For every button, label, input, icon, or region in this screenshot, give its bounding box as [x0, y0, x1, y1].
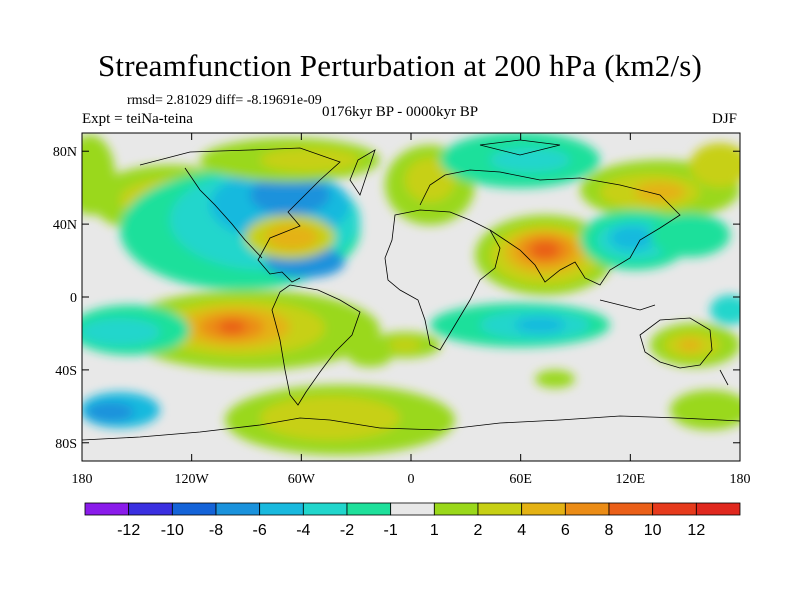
x-tick-label: 120W [175, 472, 210, 487]
coastlines [82, 139, 740, 441]
colorbar-label: -6 [253, 522, 267, 539]
x-tick-label: 60W [288, 472, 316, 487]
colorbar-swatch [346, 502, 392, 516]
colorbar-label: 4 [517, 522, 526, 539]
colorbar-swatch [652, 502, 697, 516]
y-tick-label: 40S [55, 364, 77, 379]
colorbar-label: -10 [161, 522, 184, 539]
experiment-label: Expt = teiNa-teina [82, 111, 193, 127]
y-tick-label: 0 [70, 291, 77, 306]
colorbar-swatch [521, 502, 566, 516]
colorbar-label: -8 [209, 522, 223, 539]
chart-title: Streamfunction Perturbation at 200 hPa (… [97, 48, 703, 83]
y-tick-label: 80S [55, 437, 77, 452]
x-axis: 180 120W 60W 0 60E 120E 180 [72, 133, 751, 487]
x-tick-label: 180 [72, 472, 93, 487]
colorbar-swatch [215, 502, 261, 516]
stats-label: rmsd= 2.81029 diff= -8.19691e-09 [127, 93, 322, 108]
colorbar-swatch [171, 502, 217, 516]
colorbar-label: 12 [687, 522, 705, 539]
x-tick-label: 180 [730, 472, 751, 487]
colorbar-swatch [608, 502, 654, 516]
x-tick-label: 0 [408, 472, 415, 487]
y-tick-label: 40N [53, 218, 77, 233]
streamfunction-field [82, 133, 740, 461]
colorbar-label: -1 [384, 522, 398, 539]
colorbar-swatch [477, 502, 523, 516]
y-tick-label: 80N [53, 145, 77, 160]
colorbar-label: 2 [474, 522, 483, 539]
colorbar-swatch [433, 502, 479, 516]
season-label: DJF [712, 111, 738, 127]
colorbar-label: -4 [296, 522, 310, 539]
x-tick-label: 60E [509, 472, 532, 487]
colorbar-label: 6 [561, 522, 570, 539]
colorbar-swatch [390, 502, 435, 516]
colorbar-swatch [564, 502, 610, 516]
colorbar-label: -12 [117, 522, 140, 539]
colorbar-swatch [84, 502, 130, 516]
colorbar-label: 1 [430, 522, 439, 539]
x-tick-label: 120E [616, 472, 646, 487]
time-period-label: 0176kyr BP - 0000kyr BP [322, 104, 479, 120]
y-axis: 80N 40N 0 40S 80S [53, 145, 740, 452]
colorbar-swatch [128, 502, 173, 516]
colorbar-label: -2 [340, 522, 354, 539]
colorbar-swatch [302, 502, 348, 516]
colorbar-label: 8 [605, 522, 614, 539]
colorbar-swatch [259, 502, 304, 516]
colorbar-label: 10 [644, 522, 662, 539]
colorbar: -12 -10 -8 -6 -4 -2 -1 1 2 4 6 8 10 12 [84, 502, 741, 539]
colorbar-swatch [695, 502, 741, 516]
